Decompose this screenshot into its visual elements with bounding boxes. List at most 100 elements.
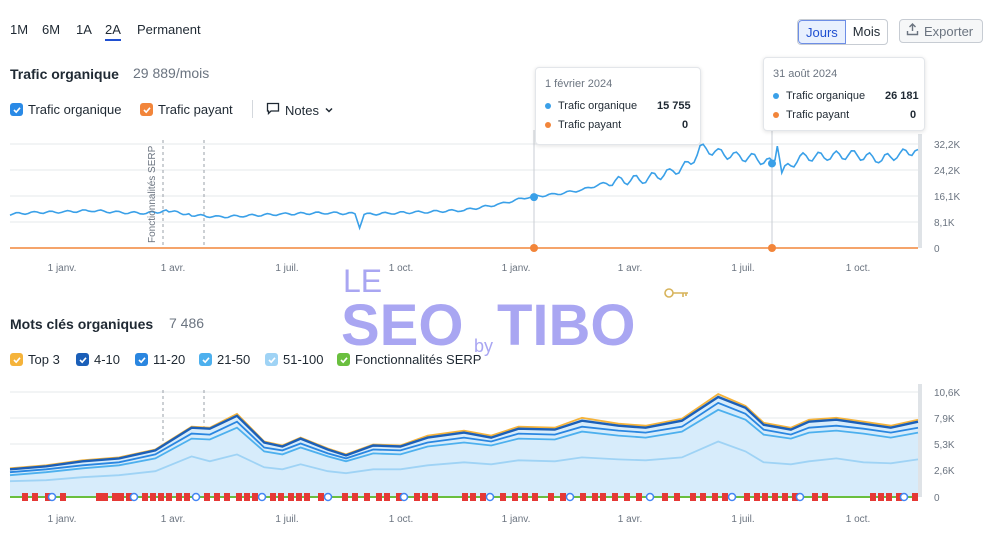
organic-hover-point bbox=[768, 159, 776, 168]
legend-divider bbox=[252, 100, 253, 118]
serp-google-icon bbox=[129, 492, 139, 502]
organic-keywords-count: 7 486 bbox=[169, 315, 205, 331]
serp-flag-icon bbox=[512, 493, 518, 501]
serp-flag-icon bbox=[422, 493, 428, 501]
serp-flag-icon bbox=[754, 493, 760, 501]
legend-11-20-label: 11-20 bbox=[153, 352, 186, 367]
serp-flag-icon bbox=[532, 493, 538, 501]
range-tab-1m[interactable]: 1M bbox=[10, 22, 29, 37]
serp-flag-icon bbox=[560, 493, 566, 501]
legend-organic-traffic[interactable]: Trafic organique bbox=[10, 102, 121, 117]
keywords-marks bbox=[9, 392, 919, 497]
serp-google-icon bbox=[257, 492, 267, 502]
legend-11-20[interactable]: 11-20 bbox=[135, 352, 185, 367]
serp-flag-icon bbox=[224, 493, 230, 501]
serp-flag-icon bbox=[278, 493, 284, 501]
serp-flag-icon bbox=[822, 493, 828, 501]
serp-flag-icon bbox=[318, 493, 324, 501]
organic-traffic-count: 29 889/mois bbox=[133, 65, 210, 81]
organic-y-axis: 32,2K 24,2K 16,1K 8,1K 0 bbox=[934, 140, 960, 255]
serp-flag-icon bbox=[270, 493, 276, 501]
granularity-days-button[interactable]: Jours bbox=[798, 20, 846, 44]
checkbox-checked-icon bbox=[135, 353, 148, 366]
watermark-seo: SEO bbox=[341, 293, 464, 358]
serp-flag-icon bbox=[352, 493, 358, 501]
serp-flag-icon bbox=[126, 493, 132, 501]
range-tab-6m[interactable]: 6M bbox=[42, 22, 61, 37]
range-tab-permanent[interactable]: Permanent bbox=[137, 22, 201, 37]
serp-flag-icon bbox=[214, 493, 220, 501]
legend-top3-label: Top 3 bbox=[28, 352, 60, 367]
keywords-21-50-area-line bbox=[9, 408, 919, 477]
serp-flag-icon bbox=[674, 493, 680, 501]
tooltip-paid-value: 0 bbox=[910, 109, 917, 121]
tooltip-organic-label: Trafic organique bbox=[786, 90, 866, 102]
serp-flag-icon bbox=[662, 493, 668, 501]
x-tick-label: 1 avr. bbox=[161, 514, 185, 525]
legend-21-50-label: 21-50 bbox=[217, 352, 251, 367]
serp-flag-icon bbox=[296, 493, 302, 501]
range-tab-1a[interactable]: 1A bbox=[76, 22, 92, 37]
checkbox-checked-icon bbox=[199, 353, 212, 366]
serp-flag-icon bbox=[244, 493, 250, 501]
legend-serp-features[interactable]: Fonctionnalités SERP bbox=[337, 352, 481, 367]
x-tick-label: 1 juil. bbox=[275, 263, 298, 274]
tooltip-organic-label: Trafic organique bbox=[558, 100, 638, 112]
y-tick-label: 10,6K bbox=[934, 388, 960, 399]
serp-flag-icon bbox=[470, 493, 476, 501]
tooltip-aug-2024: 31 août 2024 Trafic organique 26 181 Tra… bbox=[763, 57, 925, 131]
serp-flag-icon bbox=[384, 493, 390, 501]
serp-google-icon bbox=[899, 492, 909, 502]
tooltip-feb-2024: 1 février 2024 Trafic organique 15 755 T… bbox=[535, 67, 701, 145]
granularity-toggle: Jours Mois bbox=[797, 19, 889, 45]
watermark-tibo: TIBO bbox=[497, 293, 636, 358]
serp-note-label: Fonctionnalités SERP bbox=[147, 145, 158, 243]
organic-traffic-chart: 1 janv. 1 avr. 1 juil. 1 oct. 1 janv. 1 avr. 1… bbox=[9, 130, 960, 274]
y-tick-label: 0 bbox=[934, 244, 940, 255]
serp-google-icon bbox=[323, 492, 333, 502]
serp-flag-icon bbox=[32, 493, 38, 501]
keywords-11-20-area-line bbox=[9, 401, 919, 474]
serp-flag-icon bbox=[624, 493, 630, 501]
range-tab-2a[interactable]: 2A bbox=[105, 22, 121, 41]
serp-flag-icon bbox=[870, 493, 876, 501]
serp-flag-icon bbox=[636, 493, 642, 501]
checkbox-checked-icon bbox=[265, 353, 278, 366]
keywords-51-100-area-line bbox=[9, 440, 919, 483]
keywords-4-10-area-line bbox=[9, 395, 919, 471]
serp-flag-icon bbox=[762, 493, 768, 501]
legend-paid-traffic[interactable]: Trafic payant bbox=[140, 102, 233, 117]
tooltip-paid-label: Trafic payant bbox=[558, 119, 622, 131]
legend-21-50[interactable]: 21-50 bbox=[199, 352, 250, 367]
x-tick-label: 1 juil. bbox=[731, 263, 754, 274]
notes-label: Notes bbox=[285, 102, 319, 118]
legend-4-10[interactable]: 4-10 bbox=[76, 352, 120, 367]
serp-flag-icon bbox=[782, 493, 788, 501]
organic-x-axis: 1 janv. 1 avr. 1 juil. 1 oct. 1 janv. 1 avr. 1… bbox=[48, 263, 871, 274]
legend-51-100[interactable]: 51-100 bbox=[265, 352, 323, 367]
tooltip-paid-row: Trafic payant bbox=[773, 109, 849, 121]
serp-flag-icon bbox=[896, 493, 902, 501]
legend-51-100-label: 51-100 bbox=[283, 352, 324, 367]
notes-dropdown[interactable]: Notes bbox=[266, 102, 334, 118]
serp-flag-icon bbox=[288, 493, 294, 501]
organic-dot-icon bbox=[773, 93, 779, 99]
legend-top3[interactable]: Top 3 bbox=[10, 352, 60, 367]
granularity-months-button[interactable]: Mois bbox=[852, 24, 881, 39]
serp-flag-icon bbox=[712, 493, 718, 501]
serp-flag-icon bbox=[184, 493, 190, 501]
paid-hover-point bbox=[530, 244, 538, 252]
serp-flag-icon bbox=[176, 493, 182, 501]
export-button[interactable]: Exporter bbox=[899, 19, 983, 43]
serp-flag-icon bbox=[112, 493, 118, 501]
y-tick-label: 32,2K bbox=[934, 140, 960, 151]
serp-flag-icon bbox=[60, 493, 66, 501]
serp-flag-icon bbox=[158, 493, 164, 501]
export-label: Exporter bbox=[924, 23, 974, 39]
serp-google-icon bbox=[191, 492, 201, 502]
tooltip-paid-value: 0 bbox=[682, 119, 689, 131]
organic-hover-point bbox=[530, 193, 538, 202]
tooltip-paid-label: Trafic payant bbox=[786, 109, 850, 121]
comment-icon bbox=[266, 102, 280, 118]
x-tick-label: 1 avr. bbox=[618, 514, 642, 525]
